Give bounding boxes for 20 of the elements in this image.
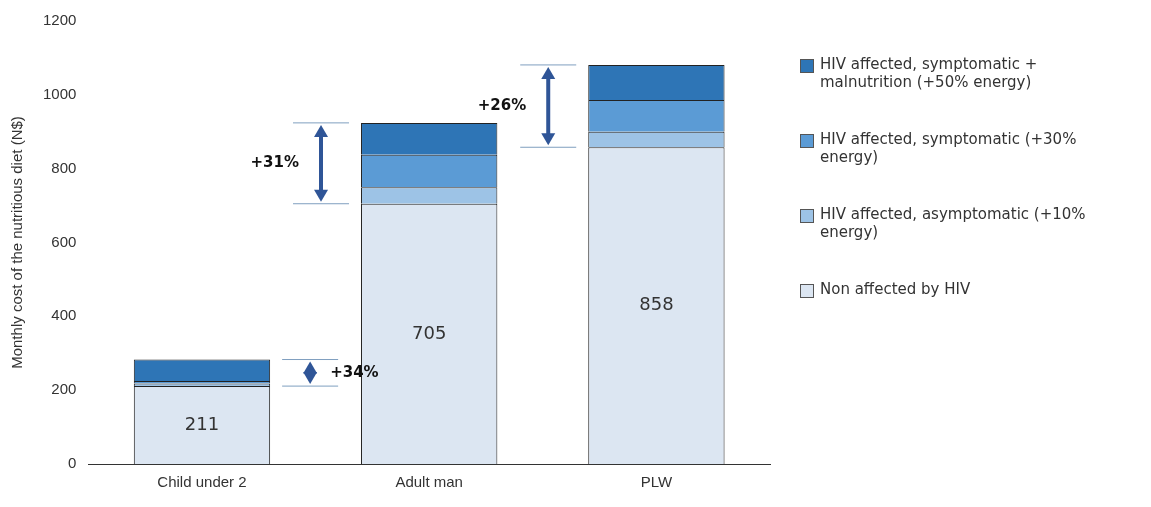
x-tick-label: Adult man xyxy=(395,473,463,491)
legend-label: HIV affected, symptomatic (+30% energy) xyxy=(820,130,1078,166)
annotation: +31% xyxy=(249,153,300,172)
legend-label: Non affected by HIV xyxy=(820,280,971,298)
y-tick-label: 800 xyxy=(51,158,77,176)
legend-label: HIV affected, asymptomatic (+10% energy) xyxy=(820,205,1087,241)
y-tick-label: 1200 xyxy=(42,11,77,29)
x-tick-label: Child under 2 xyxy=(157,473,247,491)
data-label: 705 xyxy=(412,321,447,343)
annotation: +26% xyxy=(476,96,527,115)
y-tick-label: 600 xyxy=(51,232,77,250)
y-axis-title: Monthly cost of the nutritious diet (N$) xyxy=(8,116,26,369)
data-label: 858 xyxy=(639,293,674,315)
y-tick-label: 400 xyxy=(51,306,77,324)
data-label: 211 xyxy=(184,412,220,434)
y-tick-label: 1000 xyxy=(42,84,77,102)
y-tick-label: 0 xyxy=(68,454,77,472)
legend-label: HIV affected, symptomatic + malnutrition (+50% energy) xyxy=(820,55,1039,91)
y-tick-label: 200 xyxy=(51,380,77,398)
x-tick-label: PLW xyxy=(640,473,673,491)
